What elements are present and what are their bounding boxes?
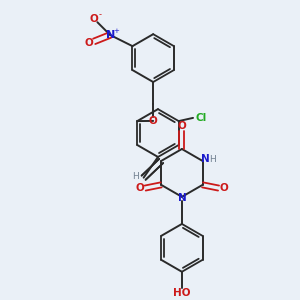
Text: Cl: Cl: [195, 113, 207, 123]
Text: O: O: [135, 183, 144, 193]
Text: O: O: [178, 121, 186, 131]
Text: N: N: [201, 154, 209, 164]
Text: N: N: [178, 194, 186, 203]
Text: H: H: [132, 172, 139, 181]
Text: O: O: [220, 183, 229, 193]
Text: O: O: [84, 38, 93, 48]
Text: N: N: [106, 30, 115, 40]
Text: O: O: [89, 14, 98, 24]
Text: -: -: [98, 10, 101, 19]
Text: H: H: [209, 155, 216, 164]
Text: HO: HO: [173, 289, 190, 298]
Text: +: +: [113, 28, 119, 34]
Text: O: O: [149, 116, 158, 126]
